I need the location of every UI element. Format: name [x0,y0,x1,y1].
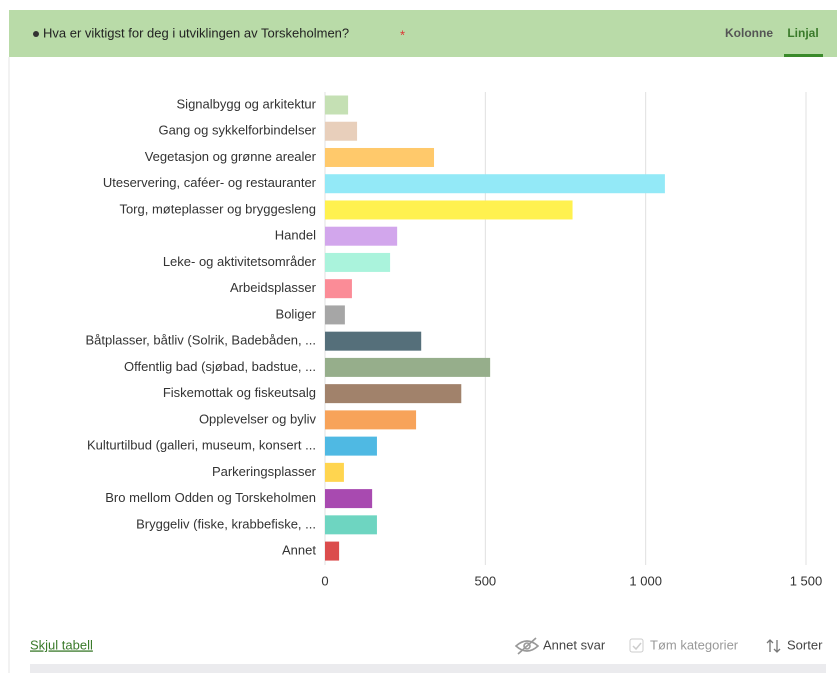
category-label: Opplevelser og byliv [199,411,317,426]
category-label: Arbeidsplasser [230,280,317,295]
category-label: Bro mellom Odden og Torskeholmen [105,490,316,505]
bar [325,489,373,509]
table-top [30,664,826,673]
x-tick-label: 500 [474,573,496,588]
category-label: Fiskemottak og fiskeutsalg [163,385,316,400]
bar [325,252,391,272]
x-tick-label: 0 [321,573,328,588]
category-label: Offentlig bad (sjøbad, badstue, ... [124,359,316,374]
category-label: Båtplasser, båtliv (Solrik, Badebåden, .… [85,333,316,348]
category-label: Gang og sykkelforbindelser [158,123,316,138]
bar [325,331,422,351]
bar [325,410,417,430]
sort-icon [766,639,781,653]
bar [325,95,349,115]
x-tick-label: 1 500 [790,573,823,588]
hide-table-link[interactable]: Skjul tabell [30,637,93,652]
category-label: Kulturtilbud (galleri, museum, konsert .… [87,438,316,453]
category-label: Annet [282,543,316,558]
sort[interactable]: Sorter [787,637,823,652]
bar [325,462,344,482]
eye-icon [514,637,540,655]
category-label: Leke- og aktivitetsområder [163,254,317,269]
bar [325,436,377,456]
bar [325,541,340,561]
category-label: Parkeringsplasser [212,464,317,479]
bar [325,174,665,194]
check [632,642,642,651]
tab-bar[interactable]: Linjal [787,26,818,40]
tab-underline [784,54,823,57]
bar [325,147,435,167]
category-label: Uteservering, caféer- og restauranter [103,175,317,190]
bar [325,305,345,325]
bar [325,515,377,535]
category-label: Vegetasjon og grønne arealer [145,149,317,164]
chart: 0 500 1 000 1 500 Signalbygg og arkitektur Ga… [85,92,822,588]
header-band [9,10,837,57]
category-label: Signalbygg og arkitektur [177,96,317,111]
question-title: Hva er viktigst for deg i utviklingen av… [43,25,349,40]
other-answer[interactable]: Annet svar [543,637,606,652]
tab-column[interactable]: Kolonne [725,26,773,40]
bar [325,384,462,404]
category-label: Torg, møteplasser og bryggesleng [119,201,316,216]
bullet [33,31,39,37]
category-label: Handel [275,228,316,243]
category-label: Bryggeliv (fiske, krabbefiske, ... [136,516,316,531]
bar [325,357,491,377]
category-label: Boliger [276,306,317,321]
empty-categories[interactable]: Tøm kategorier [650,637,739,652]
bar [325,279,352,299]
x-tick-label: 1 000 [629,573,662,588]
bar [325,226,398,246]
bar [325,121,358,141]
checkbox[interactable] [629,638,644,653]
bar [325,200,573,220]
required-mark: * [400,27,405,42]
